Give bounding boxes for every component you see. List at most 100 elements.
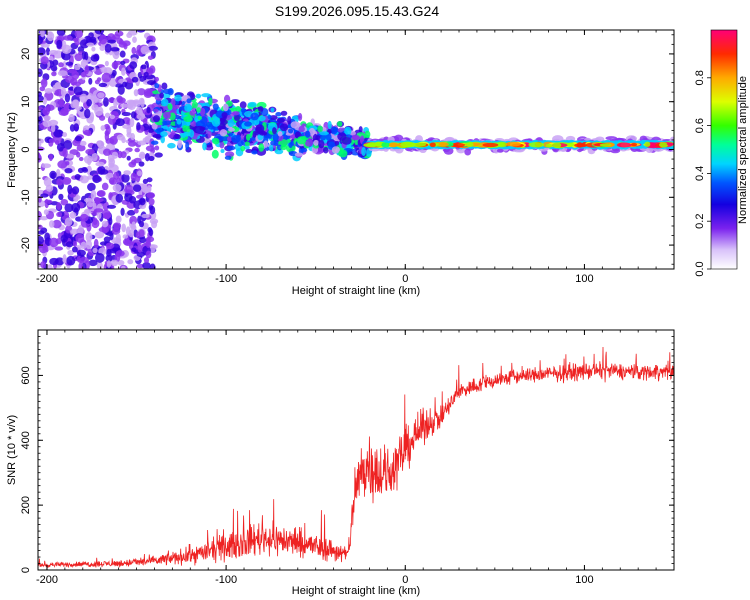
spectrogram-noise-blob	[127, 140, 137, 147]
spectrogram-scatter-blob	[162, 92, 171, 100]
spectrogram-noise-blob	[122, 81, 128, 88]
spectrogram-noise-blob	[53, 129, 63, 138]
spectrogram-noise-blob	[64, 217, 73, 227]
spectrogram-noise-blob	[60, 234, 68, 243]
spectrogram-scatter-blob	[358, 126, 363, 134]
spectrogram-noise-blob	[138, 97, 145, 104]
spectrogram-scatter-blob	[154, 76, 160, 82]
spectrogram-scatter-blob	[154, 145, 160, 151]
spectrogram-scatter-blob	[154, 82, 160, 89]
spectrogram-noise-blob	[87, 182, 96, 192]
spectrogram-tone-peak	[400, 141, 415, 148]
spectrogram-noise-blob	[84, 64, 89, 75]
spectrogram-y-tick-label: 10	[20, 96, 32, 108]
spectrogram-noise-blob	[38, 110, 42, 117]
spectrogram-noise-blob	[140, 184, 148, 193]
spectrogram-tone-peak	[482, 142, 499, 148]
spectrogram-scatter-blob	[267, 114, 272, 120]
spectrogram-noise-blob	[92, 174, 101, 184]
spectrogram-noise-blob	[108, 177, 118, 185]
spectrogram-scatter-blob	[334, 140, 340, 146]
spectrogram-noise-blob	[52, 219, 62, 229]
spectrogram-noise-blob	[138, 229, 145, 238]
spectrogram-noise-blob	[57, 160, 68, 169]
spectrogram-noise-blob	[98, 227, 108, 233]
spectrogram-scatter-blob	[224, 155, 232, 160]
spectrogram-y-ticks: -20 -10 0 10 20	[20, 34, 674, 265]
spectrogram-noise-blob	[117, 97, 126, 104]
spectrogram-scatter-blob	[305, 139, 314, 147]
spectrogram-scatter-blob	[167, 103, 173, 110]
spectrogram-noise-blob	[117, 260, 125, 266]
spectrogram-noise-blob	[78, 224, 84, 235]
spectrogram-noise-blob	[128, 196, 137, 204]
spectrogram-noise-blob	[137, 140, 147, 146]
spectrogram-noise-blob	[146, 185, 152, 193]
spectrogram-noise-blob	[96, 77, 102, 82]
spectrogram-noise-blob	[69, 124, 75, 132]
spectrogram-scatter-blob	[153, 115, 160, 123]
spectrogram-noise-blob	[113, 98, 118, 109]
spectrogram-tone-peak	[552, 142, 562, 148]
spectrogram-scatter-blob	[162, 120, 172, 126]
spectrogram-scatter-blob	[296, 136, 307, 145]
spectrogram-noise-blob	[90, 95, 96, 101]
spectrogram-scatter-blob	[279, 123, 289, 132]
spectrogram-noise-blob	[136, 88, 146, 96]
spectrogram-tone-peak	[438, 142, 449, 147]
spectrogram-noise-blob	[109, 114, 116, 120]
spectrogram-scatter-blob	[269, 115, 278, 120]
snr-y-tick-label: 600	[20, 366, 32, 384]
spectrogram-noise-blob	[66, 255, 76, 266]
spectrogram-noise-blob	[83, 155, 93, 164]
spectrogram-noise-blob	[70, 228, 80, 235]
spectrogram-x-tick-label: 100	[575, 273, 593, 285]
spectrogram-noise-blob	[140, 64, 147, 70]
spectrogram-noise-blob	[138, 204, 146, 210]
spectrogram-noise-blob	[77, 167, 84, 174]
spectrogram-noise-blob	[142, 261, 151, 269]
spectrogram-noise-blob	[148, 204, 154, 211]
spectrogram-noise-blob	[38, 262, 42, 268]
spectrogram-scatter-blob	[211, 117, 221, 127]
spectrogram-noise-blob	[146, 80, 157, 86]
spectrogram-noise-blob	[57, 70, 68, 77]
spectrogram-noise-blob	[136, 106, 143, 115]
spectrogram-noise-blob	[131, 76, 139, 83]
spectrogram-scatter-blob	[287, 115, 292, 125]
spectrogram-noise-blob	[61, 176, 72, 185]
spectrogram-scatter-blob	[330, 126, 338, 135]
spectrogram-noise-blob	[101, 72, 112, 83]
spectrogram-scatter-blob	[211, 149, 219, 159]
spectrogram-scatter-blob	[212, 103, 219, 111]
spectrogram-noise-blob	[38, 236, 44, 245]
snr-frame	[37, 329, 675, 571]
spectrogram-noise-blob	[39, 30, 45, 38]
spectrogram-noise-blob	[58, 62, 64, 68]
spectrogram-scatter-blob	[258, 115, 266, 122]
spectrogram-noise-blob	[46, 31, 55, 42]
spectrogram-noise-blob	[75, 233, 85, 243]
spectrogram-noise-blob	[74, 135, 83, 142]
spectrogram-noise-blob	[120, 207, 125, 217]
spectrogram-noise-blob	[139, 197, 146, 206]
spectrogram-noise-blob	[42, 120, 52, 128]
spectrogram-noise-blob	[113, 222, 122, 230]
spectrogram-scatter-blob	[219, 119, 228, 125]
spectrogram-scatter-blob	[153, 108, 159, 113]
spectrogram-noise-blob	[78, 156, 84, 162]
spectrogram-noise-blob	[111, 227, 121, 235]
spectrogram-scatter-blob	[219, 129, 228, 137]
spectrogram-noise-blob	[100, 125, 106, 131]
spectrogram-scatter-blob	[199, 107, 206, 116]
spectrogram-noise-blob	[122, 234, 129, 239]
spectrogram-scatter-blob	[290, 121, 299, 129]
spectrogram-noise-blob	[145, 239, 151, 248]
spectrogram-noise-blob	[111, 151, 119, 159]
spectrogram-scatter-blob	[197, 115, 203, 121]
spectrogram-noise-blob	[79, 213, 89, 222]
spectrogram-noise-blob	[104, 43, 112, 53]
spectrogram-noise-blob	[130, 111, 137, 119]
spectrogram-noise-blob	[108, 157, 116, 167]
spectrogram-noise-blob	[96, 190, 105, 197]
